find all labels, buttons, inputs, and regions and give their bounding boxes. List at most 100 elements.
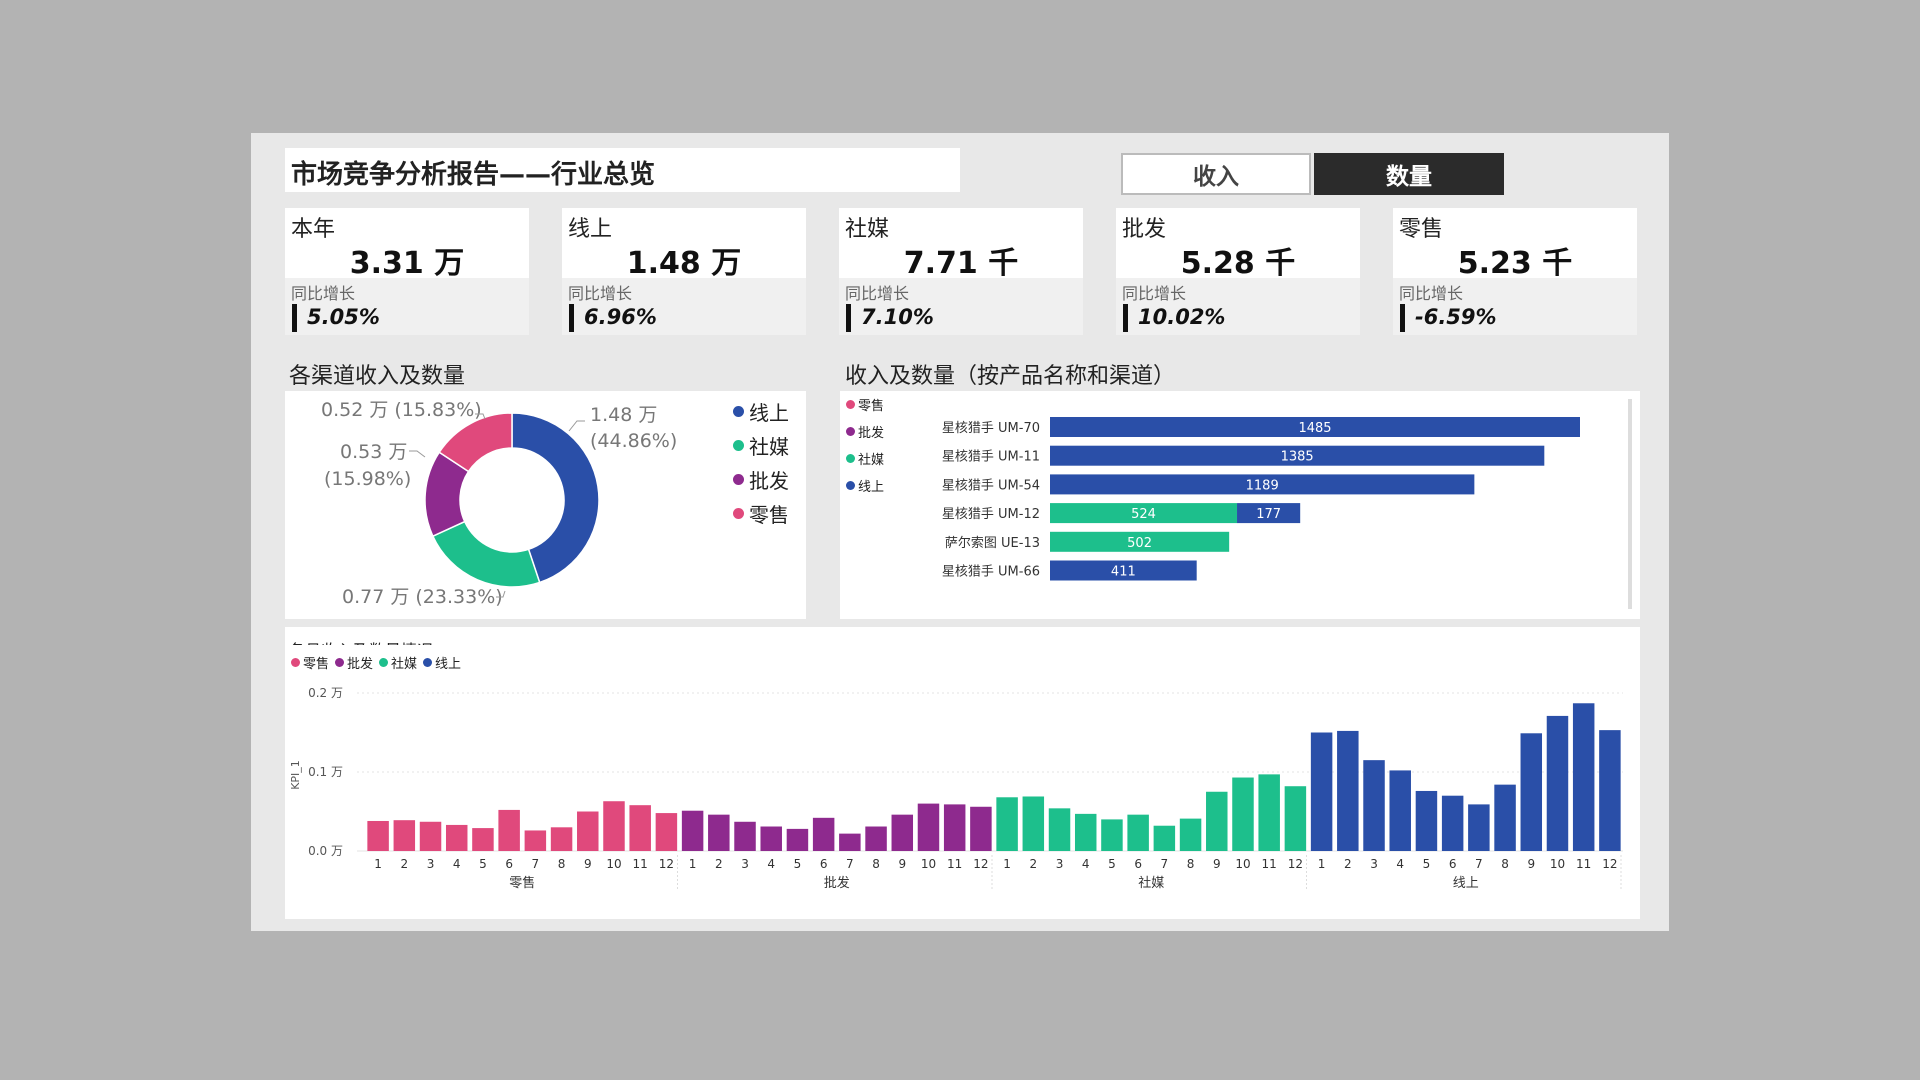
- panel-scrollbar[interactable]: [1628, 399, 1632, 609]
- month-tick-label: 9: [584, 857, 592, 871]
- legend-dot-icon: [423, 658, 433, 667]
- legend-dot-icon: [733, 406, 744, 417]
- bar-segment: [1050, 417, 1580, 437]
- legend-label[interactable]: 零售: [303, 657, 330, 672]
- bar-segment: [1050, 560, 1197, 581]
- month-tick-label: 11: [1262, 857, 1277, 871]
- legend-dot-icon: [291, 658, 300, 667]
- kpi-value: 5.23 千: [1457, 246, 1573, 281]
- donut-data-label: (15.98%): [324, 468, 411, 490]
- month-bar: [708, 814, 730, 851]
- month-bar: [445, 824, 468, 851]
- month-tick-label: 3: [1370, 857, 1378, 871]
- month-tick-label: 1: [1003, 857, 1011, 871]
- kpi-growth-value: 5.05%: [307, 305, 380, 329]
- month-tick-label: 12: [973, 857, 988, 871]
- donut-data-label: 0.52 万 (15.83%): [321, 399, 482, 421]
- kpi-label: 零售: [1399, 217, 1444, 242]
- kpi-growth-box: 同比增长 7.10%: [839, 278, 1083, 335]
- donut-leader-line: [409, 450, 426, 458]
- bar-value-label: 177: [1256, 507, 1281, 522]
- title-bar: 市场竞争分析报告——行业总览: [285, 148, 960, 192]
- month-bar: [472, 828, 494, 851]
- month-tick-label: 3: [1056, 857, 1064, 871]
- bar-segment: [1050, 503, 1238, 524]
- bar-legend-retail[interactable]: 零售: [846, 395, 884, 414]
- kpi-value: 1.48 万: [626, 246, 742, 281]
- bar-legend-online[interactable]: 线上: [846, 476, 884, 495]
- donut-chart: 1.48 万 (44.86%) 0.52 万 (15.83%) 0.53 万 (15.9…: [321, 399, 677, 608]
- bar-category-label: 星核猎手 UM-54: [942, 478, 1040, 493]
- month-bar: [681, 810, 704, 851]
- group-label: 批发: [824, 875, 850, 891]
- month-bar: [1546, 715, 1569, 851]
- legend-dot-icon: [846, 400, 855, 409]
- kpi-value: 7.71 千: [903, 246, 1019, 281]
- bar-legend-social[interactable]: 社媒: [846, 449, 884, 468]
- kpi-label: 批发: [1122, 217, 1167, 242]
- product-bar-panel: 零售 批发 社媒 线上 星核猎手 UM-70 1485 星核猎手 UM-11 1385…: [840, 391, 1640, 619]
- month-bar: [550, 827, 573, 851]
- month-tick-label: 7: [1161, 857, 1169, 871]
- month-bar: [1232, 777, 1254, 851]
- kpi-growth-label: 同比增长: [1122, 284, 1187, 303]
- month-bar: [1572, 703, 1595, 851]
- group-label: 线上: [1453, 876, 1479, 891]
- month-tick-label: 8: [872, 857, 880, 871]
- month-bar: [786, 828, 809, 851]
- legend-dot-icon: [733, 474, 744, 485]
- month-bar: [1415, 790, 1438, 851]
- donut-legend-retail[interactable]: 零售: [733, 499, 789, 528]
- bar-category-label: 萨尔索图 UE-13: [945, 536, 1040, 551]
- donut-data-label: 0.53 万: [340, 441, 407, 463]
- group-label: 零售: [509, 875, 535, 891]
- month-bar: [812, 817, 835, 851]
- month-bar: [655, 813, 678, 851]
- page-title: 市场竞争分析报告——行业总览: [291, 160, 656, 190]
- month-tick-label: 10: [606, 857, 621, 871]
- donut-legend-social[interactable]: 社媒: [733, 431, 789, 460]
- legend-label[interactable]: 线上: [435, 657, 462, 672]
- legend-label: 线上: [749, 401, 789, 425]
- month-bar: [1074, 813, 1097, 851]
- legend-label: 线上: [858, 480, 885, 495]
- donut-legend-wholesale[interactable]: 批发: [733, 465, 789, 494]
- quantity-toggle-button[interactable]: 数量: [1314, 153, 1504, 195]
- month-bar: [970, 806, 992, 851]
- month-tick-label: 10: [1235, 857, 1250, 871]
- donut-slice: [431, 520, 541, 588]
- month-tick-label: 5: [1108, 857, 1116, 871]
- month-tick-label: 11: [947, 857, 962, 871]
- donut-leader-line: [496, 590, 506, 598]
- kpi-card-this-year: 本年 3.31 万 同比增长 5.05%: [285, 208, 529, 335]
- month-tick-label: 9: [1527, 857, 1535, 871]
- legend-label: 零售: [749, 503, 789, 527]
- kpi-growth-box: 同比增长 5.05%: [285, 278, 529, 335]
- month-bar: [577, 811, 599, 851]
- donut-slice: [438, 412, 513, 473]
- kpi-growth-box: 同比增长 10.02%: [1116, 278, 1360, 335]
- month-tick-label: 2: [1029, 857, 1037, 871]
- month-tick-label: 3: [427, 857, 435, 871]
- legend-label[interactable]: 社媒: [391, 657, 418, 672]
- month-tick-label: 5: [1423, 857, 1431, 871]
- legend-label[interactable]: 批发: [347, 657, 374, 672]
- bar-category-label: 星核猎手 UM-70: [942, 421, 1040, 436]
- month-tick-label: 7: [1475, 857, 1483, 871]
- donut-legend-online[interactable]: 线上: [733, 397, 789, 426]
- bar-value-label: 502: [1127, 536, 1152, 551]
- month-tick-label: 5: [479, 857, 487, 871]
- kpi-card-online: 线上 1.48 万 同比增长 6.96%: [562, 208, 806, 335]
- month-tick-label: 4: [767, 857, 775, 871]
- donut-data-label: 1.48 万: [590, 404, 657, 426]
- month-tick-label: 2: [1344, 857, 1352, 871]
- month-tick-label: 3: [741, 857, 749, 871]
- month-tick-label: 8: [558, 857, 566, 871]
- bar-legend-wholesale[interactable]: 批发: [846, 422, 884, 441]
- month-bar: [839, 833, 861, 851]
- revenue-toggle-button[interactable]: 收入: [1121, 153, 1311, 195]
- month-bar: [734, 821, 756, 851]
- monthly-legend: 零售 批发 社媒 线上: [291, 653, 461, 672]
- month-bar: [1389, 770, 1411, 851]
